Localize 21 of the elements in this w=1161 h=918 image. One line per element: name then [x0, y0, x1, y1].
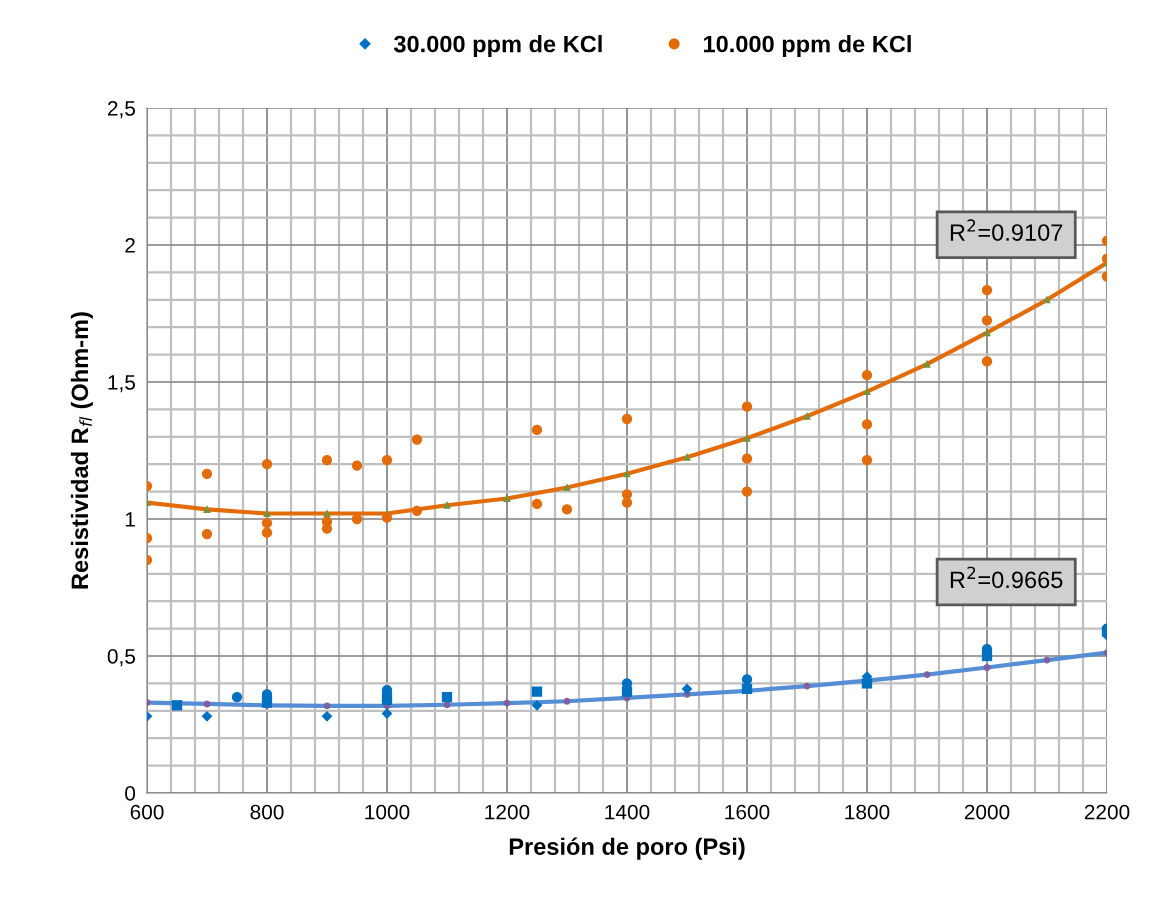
y-tick-label: 2,5	[107, 101, 136, 119]
x-axis-title: Presión de poro (Psi)	[509, 837, 745, 860]
x-tick-label: 1000	[365, 804, 410, 820]
x-tick-label: 600	[130, 804, 164, 820]
y-tick-label: 0	[125, 786, 136, 801]
x-tick-label: 1200	[485, 804, 530, 820]
x-tick-label: 1800	[845, 804, 890, 820]
annotation: R$^{2}$=0.9107	[950, 219, 1063, 241]
y-tick-label: 1	[125, 512, 135, 527]
x-tick-label: 800	[250, 804, 284, 820]
y-axis-title: Resistividad R$_{fl}$ (Ohm-m)	[70, 312, 93, 589]
x-tick-label: 1400	[605, 804, 650, 820]
x-tick-label: 2000	[964, 804, 1010, 820]
legend-label: 10.000 ppm de KCl	[703, 35, 911, 58]
x-tick-label: 2200	[1084, 804, 1130, 820]
x-tick-label: 1600	[725, 804, 770, 820]
y-tick-label: 0,5	[107, 649, 136, 667]
y-tick-label: 1,5	[108, 375, 136, 393]
y-tick-label: 2	[125, 238, 135, 253]
legend-label: 30.000 ppm de KCl	[393, 35, 602, 58]
annotation: R$^{2}$=0.9665	[950, 566, 1063, 589]
